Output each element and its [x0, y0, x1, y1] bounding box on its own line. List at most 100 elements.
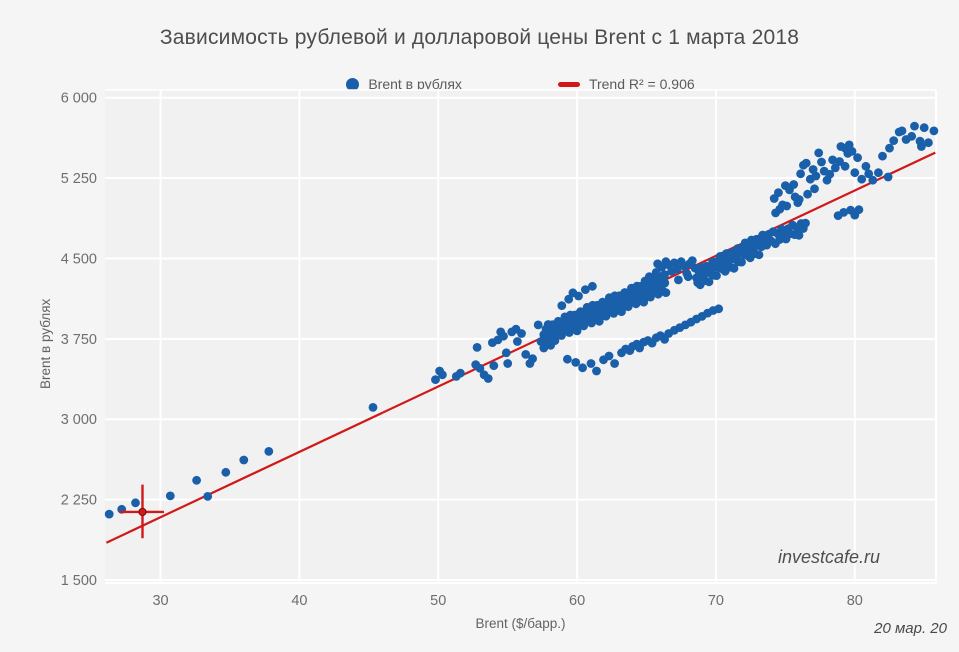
- scatter-point: [651, 268, 661, 277]
- scatter-point: [475, 363, 485, 373]
- scatter-point: [828, 155, 837, 165]
- scatter-point: [604, 351, 614, 361]
- scatter-point: [897, 126, 907, 136]
- scatter-point: [704, 277, 714, 287]
- chart-title: Зависимость рублевой и долларовой цены B…: [159, 26, 800, 49]
- scatter-point: [847, 146, 857, 156]
- scatter-point: [714, 304, 724, 314]
- scatter-point: [729, 263, 739, 273]
- scatter-point: [601, 311, 611, 321]
- scatter-point: [801, 218, 810, 228]
- scatter-point: [774, 188, 783, 198]
- scatter-point: [221, 467, 231, 477]
- scatter-point: [456, 368, 465, 378]
- scatter-point: [789, 180, 799, 189]
- scatter-point: [840, 161, 850, 171]
- scatter-point: [910, 121, 919, 131]
- scatter-point: [661, 288, 671, 297]
- scatter-point: [646, 292, 655, 302]
- scatter-point: [712, 271, 721, 280]
- scatter-point: [517, 329, 526, 338]
- scatter-point: [857, 174, 867, 184]
- scatter-point: [483, 374, 493, 383]
- scatter-point: [839, 208, 849, 217]
- scatter-point: [438, 370, 447, 380]
- scatter-point: [239, 455, 249, 465]
- scatter-point: [557, 331, 566, 340]
- x-tick-label: 50: [430, 593, 446, 609]
- scatter-point: [868, 175, 878, 185]
- scatter-point: [864, 169, 874, 179]
- scatter-point: [687, 256, 697, 265]
- scatter-point: [814, 148, 824, 158]
- scatter-point: [924, 138, 933, 148]
- scatter-point: [521, 350, 531, 359]
- scatter-point: [564, 294, 574, 304]
- y-tick-label: 1 500: [61, 573, 97, 589]
- watermark: investcafe.ru: [778, 547, 881, 567]
- legend-trend-label: Trend R² = 0,906: [588, 76, 695, 92]
- scatter-point: [907, 131, 917, 141]
- scatter-point: [264, 447, 274, 456]
- scatter-point: [850, 168, 860, 178]
- x-axis-title: Brent ($/барр.): [475, 616, 566, 631]
- scatter-point: [853, 153, 862, 163]
- marker-center-dot: [138, 507, 147, 517]
- scatter-point: [644, 272, 654, 282]
- scatter-point: [919, 123, 929, 133]
- scatter-point: [929, 126, 939, 136]
- scatter-point: [883, 172, 893, 182]
- scatter-point: [574, 291, 583, 301]
- y-tick-label: 6 000: [61, 91, 97, 107]
- scatter-point: [861, 161, 871, 171]
- scatter-point: [782, 201, 792, 211]
- y-tick-label: 5 250: [61, 171, 97, 187]
- legend-item-trend: Trend R² = 0,906: [557, 76, 695, 92]
- y-tick-label: 3 000: [61, 412, 97, 428]
- scatter-point: [672, 264, 682, 274]
- scatter-point: [674, 275, 683, 285]
- scatter-point: [104, 509, 114, 519]
- scatter-point: [790, 192, 800, 202]
- scatter-point: [878, 151, 887, 161]
- scatter-point: [825, 169, 835, 179]
- scatter-point: [578, 363, 587, 373]
- scatter-point: [889, 136, 899, 146]
- scatter-point: [754, 250, 764, 260]
- scatter-point: [563, 354, 572, 364]
- scatter-point: [811, 171, 821, 181]
- scatter-point: [592, 366, 601, 376]
- scatter-point: [581, 285, 590, 294]
- scatter-point: [579, 321, 589, 331]
- scatter-point: [661, 257, 671, 267]
- scatter-point: [610, 359, 619, 368]
- legend-item-series: Brent в рублях: [346, 76, 462, 92]
- scatter-point: [810, 184, 819, 194]
- y-tick-label: 4 500: [61, 251, 97, 267]
- scatter-point: [647, 279, 657, 289]
- scatter-point: [489, 361, 499, 371]
- scatter-point: [192, 475, 202, 485]
- scatter-point: [503, 359, 513, 368]
- y-tick-label: 2 250: [61, 493, 97, 509]
- scatter-point: [501, 348, 511, 358]
- y-tick-label: 3 750: [61, 332, 97, 348]
- scatter-point: [528, 354, 537, 364]
- x-tick-label: 40: [291, 593, 307, 609]
- scatter-point: [499, 331, 508, 341]
- scatter-point: [165, 491, 175, 501]
- scatter-point: [571, 358, 581, 367]
- scatter-point: [623, 302, 633, 312]
- scatter-point: [368, 403, 378, 412]
- scatter-point: [557, 301, 567, 310]
- scatter-point: [854, 205, 864, 215]
- scatter-point: [588, 281, 597, 291]
- scatter-point: [533, 320, 543, 330]
- trend-line: [105, 151, 936, 544]
- scatter-point: [472, 343, 482, 352]
- series-marker-icon: [346, 77, 360, 91]
- scatter-point: [586, 359, 596, 368]
- date-label: 20 мар. 20: [874, 620, 947, 637]
- x-tick-label: 80: [847, 593, 863, 609]
